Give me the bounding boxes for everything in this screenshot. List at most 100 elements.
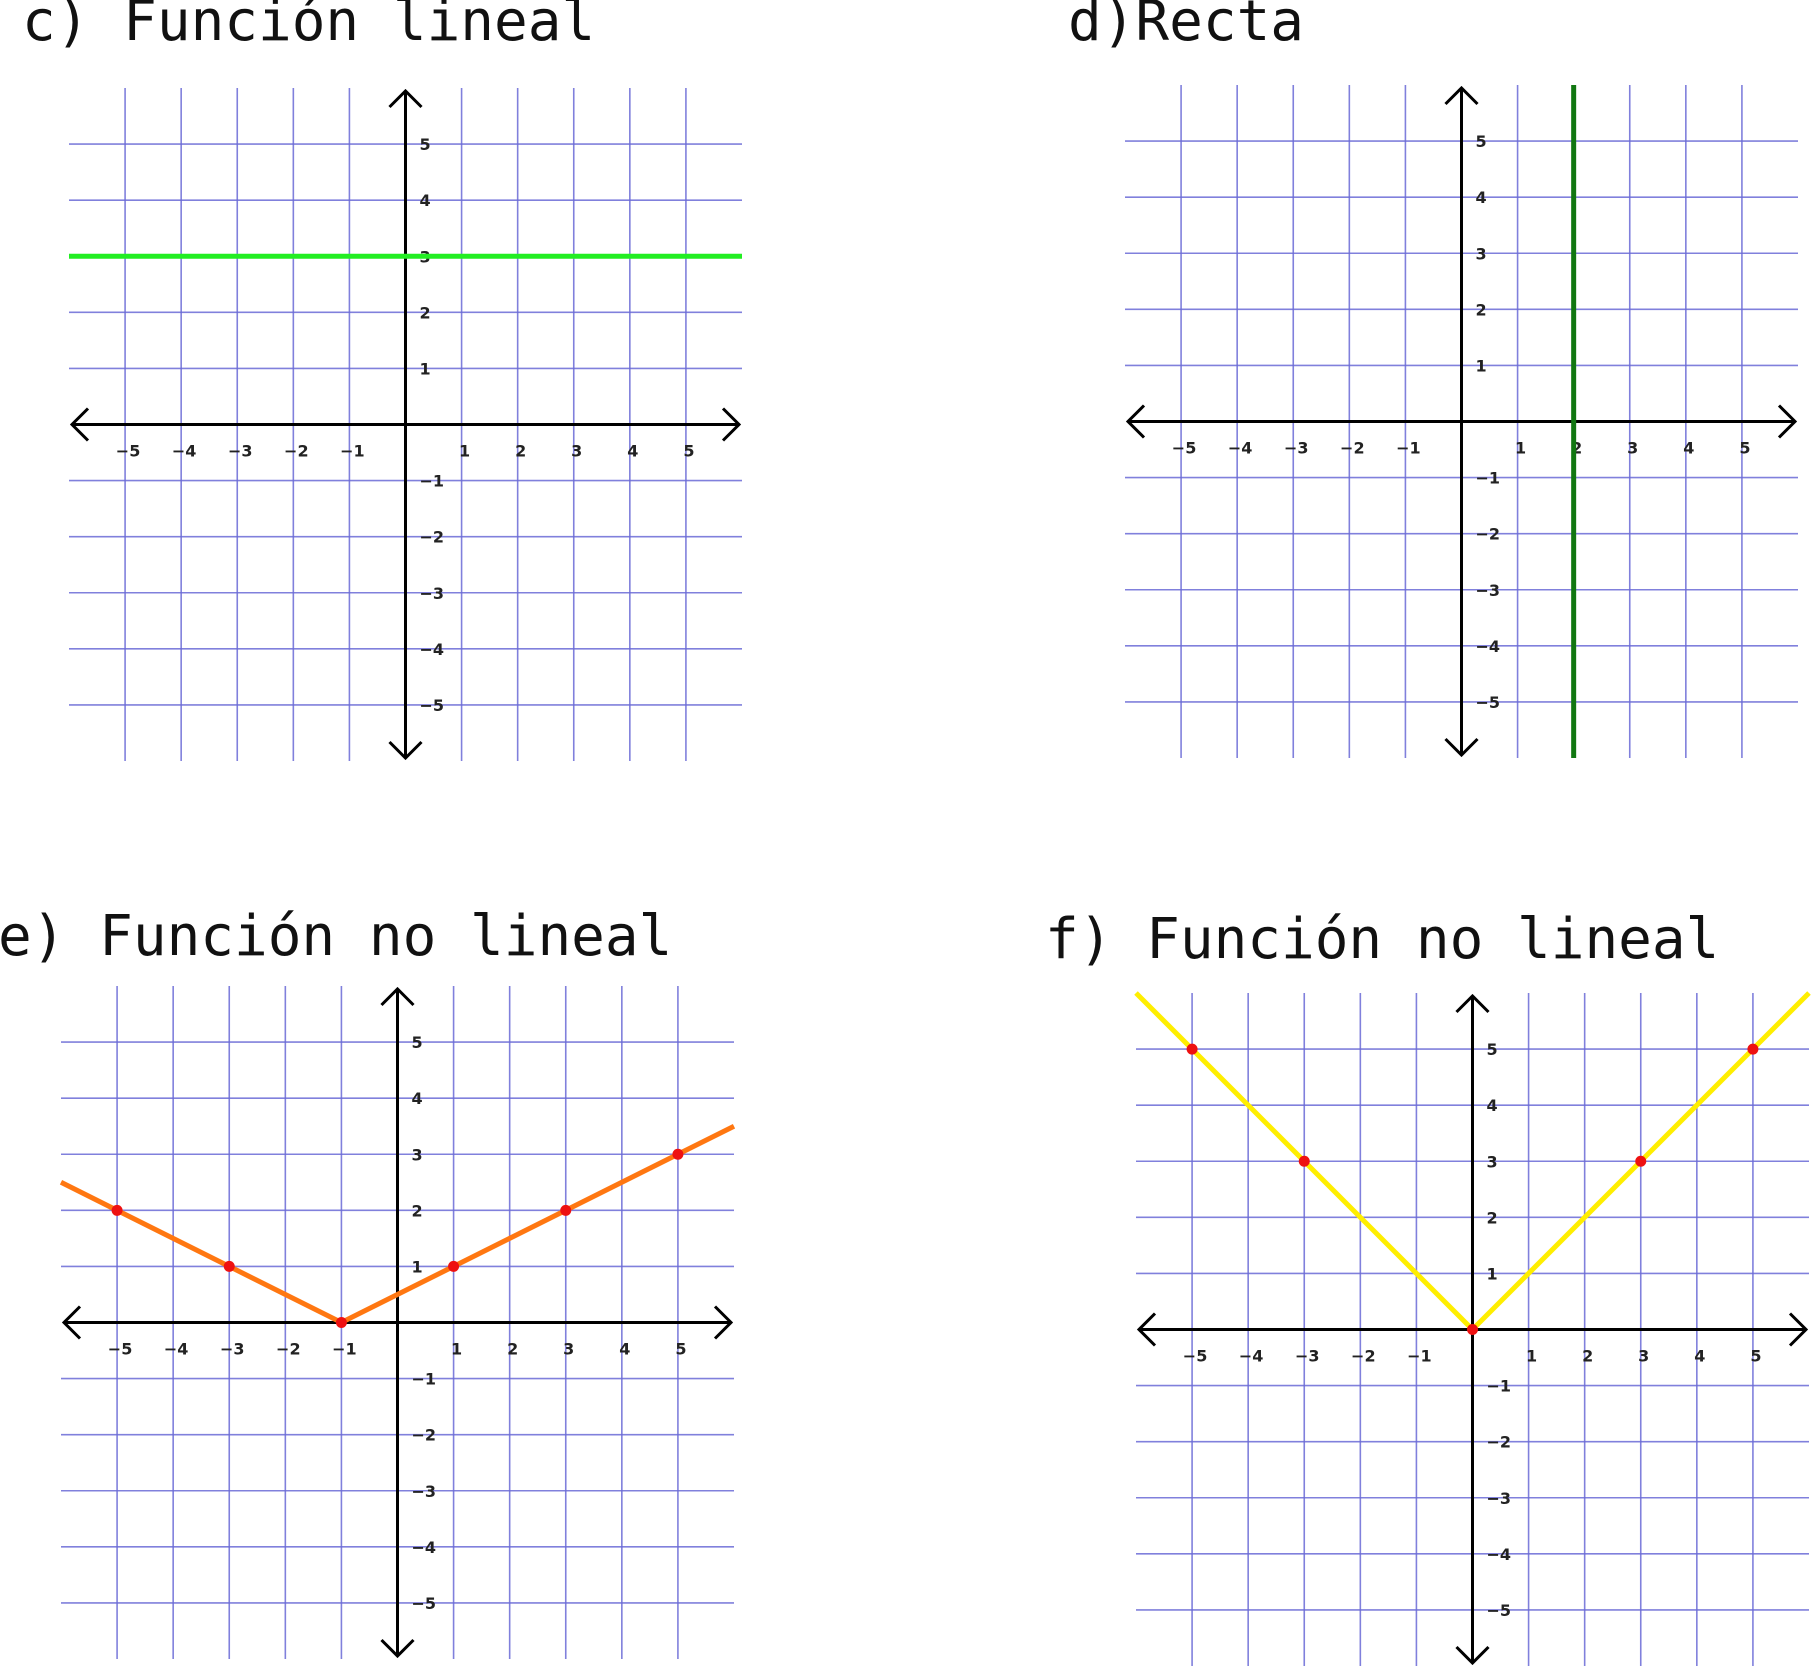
y-tick-label: 5 [1487, 1040, 1498, 1059]
y-tick-label: 4 [412, 1089, 423, 1108]
x-tick-label: −3 [1284, 439, 1309, 458]
arrow-down [1455, 1645, 1490, 1666]
arrow-down [380, 1638, 415, 1659]
y-tick-label: 5 [412, 1033, 423, 1052]
x-tick-label: 1 [451, 1340, 462, 1359]
x-tick-label: 5 [683, 442, 694, 461]
y-tick-label: 1 [420, 359, 431, 378]
arrow-left [69, 407, 90, 442]
data-point [560, 1204, 572, 1216]
y-tick-label: −5 [412, 1594, 437, 1613]
arrow-up [388, 88, 423, 109]
y-tick-label: −2 [1487, 1433, 1512, 1452]
arrow-left [1136, 1312, 1157, 1347]
title-chart-e: e) Función no lineal [0, 904, 673, 969]
x-tick-label: 3 [1627, 439, 1638, 458]
y-tick-label: −5 [1476, 693, 1501, 712]
arrow-right [721, 407, 742, 442]
x-tick-label: 1 [459, 442, 470, 461]
x-tick-label: −5 [116, 442, 141, 461]
arrow-left [1125, 404, 1146, 439]
y-tick-label: −4 [1476, 637, 1501, 656]
x-tick-label: −1 [1407, 1347, 1432, 1366]
x-tick-label: −1 [340, 442, 365, 461]
y-tick-label: −4 [412, 1538, 437, 1557]
arrow-left [61, 1305, 82, 1340]
arrow-right [1777, 404, 1798, 439]
data-point [1747, 1043, 1759, 1055]
y-tick-label: −3 [1476, 581, 1501, 600]
x-tick-label: 4 [619, 1340, 630, 1359]
y-tick-label: 5 [420, 135, 431, 154]
title-chart-f: f) Función no lineal [1045, 907, 1720, 972]
data-point [335, 1317, 347, 1328]
x-tick-label: −5 [108, 1340, 133, 1359]
data-point [1467, 1324, 1478, 1335]
arrow-right [713, 1305, 734, 1340]
arrow-up [1444, 85, 1479, 106]
x-tick-label: −3 [228, 442, 253, 461]
y-tick-label: 1 [412, 1257, 423, 1276]
x-tick-label: −2 [276, 1340, 301, 1359]
x-tick-label: −3 [1295, 1347, 1320, 1366]
data-point [1635, 1155, 1647, 1167]
x-tick-label: 4 [1694, 1347, 1705, 1366]
y-tick-label: 1 [1476, 356, 1487, 375]
data-point [223, 1260, 235, 1272]
y-tick-label: −1 [1476, 469, 1501, 488]
title-chart-c: c) Función lineal [22, 0, 596, 54]
x-tick-label: −5 [1183, 1347, 1208, 1366]
data-point [111, 1204, 123, 1216]
y-tick-label: −1 [420, 472, 445, 491]
x-tick-label: −2 [284, 442, 309, 461]
y-tick-label: −2 [420, 528, 445, 547]
y-tick-label: −4 [1487, 1545, 1512, 1564]
y-tick-label: −1 [1487, 1377, 1512, 1396]
y-tick-label: −5 [420, 696, 445, 715]
chart-d: −5 −4 −3 −2 −1 1 2 3 4 5 −5 −4 −3 −2 −1 1 2 3 4 5 [1125, 85, 1798, 758]
y-tick-label: 3 [1476, 244, 1487, 263]
y-tick-label: −3 [1487, 1489, 1512, 1508]
x-tick-label: −4 [172, 442, 197, 461]
arrow-down [1444, 737, 1479, 758]
y-tick-label: −4 [420, 640, 445, 659]
data-point [1298, 1155, 1310, 1167]
arrow-right [1788, 1312, 1809, 1347]
y-tick-label: −5 [1487, 1601, 1512, 1620]
x-tick-label: −2 [1351, 1347, 1376, 1366]
chart-f: −5 −4 −3 −2 −1 1 2 3 4 5 −5 −4 −3 −2 −1 1 2 3 4 5 [1134, 991, 1811, 1666]
y-tick-label: 3 [412, 1145, 423, 1164]
x-tick-label: 1 [1526, 1347, 1537, 1366]
y-tick-label: 2 [412, 1201, 423, 1220]
x-tick-label: 5 [1739, 439, 1750, 458]
data-point [1186, 1043, 1198, 1055]
x-tick-label: 3 [563, 1340, 574, 1359]
data-point [448, 1260, 460, 1272]
x-tick-label: −3 [220, 1340, 245, 1359]
x-tick-label: 5 [675, 1340, 686, 1359]
x-tick-label: −5 [1172, 439, 1197, 458]
y-tick-label: −2 [412, 1426, 437, 1445]
y-tick-label: 4 [1487, 1096, 1498, 1115]
x-tick-label: −4 [1228, 439, 1253, 458]
y-tick-label: −2 [1476, 525, 1501, 544]
x-tick-label: 5 [1750, 1347, 1761, 1366]
arrow-up [1455, 993, 1490, 1014]
arrow-up [380, 986, 415, 1007]
x-tick-label: −2 [1340, 439, 1365, 458]
x-tick-label: 2 [507, 1340, 518, 1359]
y-tick-label: 3 [1487, 1152, 1498, 1171]
x-tick-label: 3 [571, 442, 582, 461]
y-tick-label: 2 [420, 303, 431, 322]
y-tick-label: −3 [420, 584, 445, 603]
y-tick-label: 4 [1476, 188, 1487, 207]
y-tick-label: 2 [1476, 300, 1487, 319]
arrow-down [388, 740, 423, 761]
y-tick-label: −1 [412, 1370, 437, 1389]
x-tick-label: 4 [627, 442, 638, 461]
x-tick-label: 4 [1683, 439, 1694, 458]
title-chart-d: d)Recta [1068, 0, 1305, 54]
x-tick-label: 3 [1638, 1347, 1649, 1366]
x-tick-label: 2 [1582, 1347, 1593, 1366]
